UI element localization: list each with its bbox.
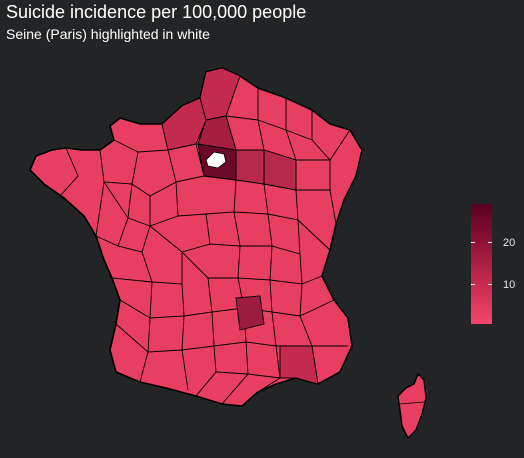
map-title: Suicide incidence per 100,000 people	[6, 2, 307, 22]
department-central-highlight	[235, 295, 265, 331]
corsica-border	[399, 401, 425, 405]
legend-gradient-bar	[471, 204, 492, 324]
department-somme	[161, 97, 207, 151]
map-subtitle: Seine (Paris) highlighted in white	[6, 26, 210, 42]
department-south	[279, 345, 319, 385]
department-seine-et-marne	[235, 149, 265, 185]
corsica	[397, 372, 427, 440]
department-seine-paris	[205, 151, 227, 169]
legend-label-10: 10	[503, 279, 516, 291]
france-mainland	[29, 67, 363, 407]
legend-tick-10-right	[488, 284, 492, 285]
legend-tick-20-right	[488, 242, 492, 243]
legend-tick-20-left	[471, 242, 475, 243]
legend-label-20: 20	[503, 237, 516, 249]
color-legend: 20 10	[470, 204, 520, 326]
legend-tick-10-left	[471, 284, 475, 285]
